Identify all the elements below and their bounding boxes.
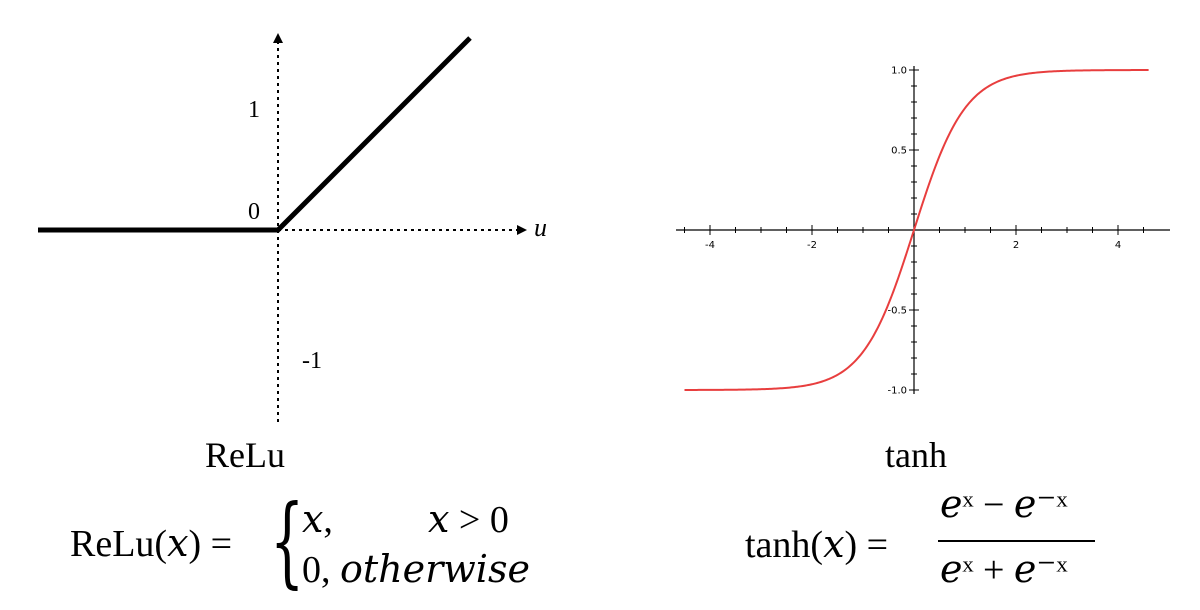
- tanh-formula: tanh(𝑥) = 𝑒ˣ − 𝑒⁻ˣ 𝑒ˣ + 𝑒⁻ˣ: [745, 477, 1145, 597]
- relu-ytick-label-1: 1: [248, 97, 260, 123]
- tanh-y-tick-label: 0.5: [891, 146, 907, 157]
- relu-formula-case1-value: 𝑥,: [302, 499, 333, 541]
- tanh-x-tick-label: -4: [705, 240, 715, 251]
- relu-formula-brace: {: [270, 485, 305, 599]
- relu-series-line: [38, 36, 472, 233]
- tanh-x-tick-label: 2: [1013, 240, 1019, 251]
- relu-caption: ReLu: [205, 435, 285, 475]
- relu-chart: u 1 0 -1: [38, 33, 547, 422]
- tanh-formula-numerator: 𝑒ˣ − 𝑒⁻ˣ: [940, 484, 1068, 526]
- relu-formula-case2: 0, 𝑜𝑡ℎ𝑒𝑟𝑤𝑖𝑠𝑒: [302, 549, 530, 591]
- relu-formula-lhs: ReLu(𝑥) =: [70, 523, 233, 565]
- tanh-x-tick-label: -2: [807, 240, 817, 251]
- tanh-formula-denominator: 𝑒ˣ + 𝑒⁻ˣ: [940, 549, 1068, 591]
- relu-ytick-label-neg1: -1: [302, 348, 322, 374]
- tanh-chart: -4 -2 2 4 1.0 0.5 -0.5 -1.0: [676, 66, 1170, 397]
- tanh-y-tick-label: -1.0: [887, 386, 907, 397]
- relu-formula-case1-condition: 𝑥 > 0: [428, 499, 509, 541]
- tanh-axes: [676, 66, 1170, 394]
- tanh-formula-fraction-bar: [938, 540, 1095, 542]
- tanh-x-tick-label: 4: [1115, 240, 1121, 251]
- tanh-tick-labels: -4 -2 2 4 1.0 0.5 -0.5 -1.0: [705, 66, 1121, 397]
- tanh-series-curve: [684, 69, 1149, 391]
- tanh-y-tick-label: 1.0: [891, 66, 907, 77]
- tanh-caption: tanh: [885, 435, 947, 475]
- relu-formula: ReLu(𝑥) = { 𝑥, 𝑥 > 0 0, 𝑜𝑡ℎ𝑒𝑟𝑤𝑖𝑠𝑒: [70, 493, 590, 597]
- tanh-formula-lhs: tanh(𝑥) =: [745, 524, 889, 566]
- relu-x-axis-label: u: [534, 213, 547, 242]
- relu-ytick-label-0: 0: [248, 199, 260, 225]
- tanh-y-tick-label: -0.5: [887, 306, 907, 317]
